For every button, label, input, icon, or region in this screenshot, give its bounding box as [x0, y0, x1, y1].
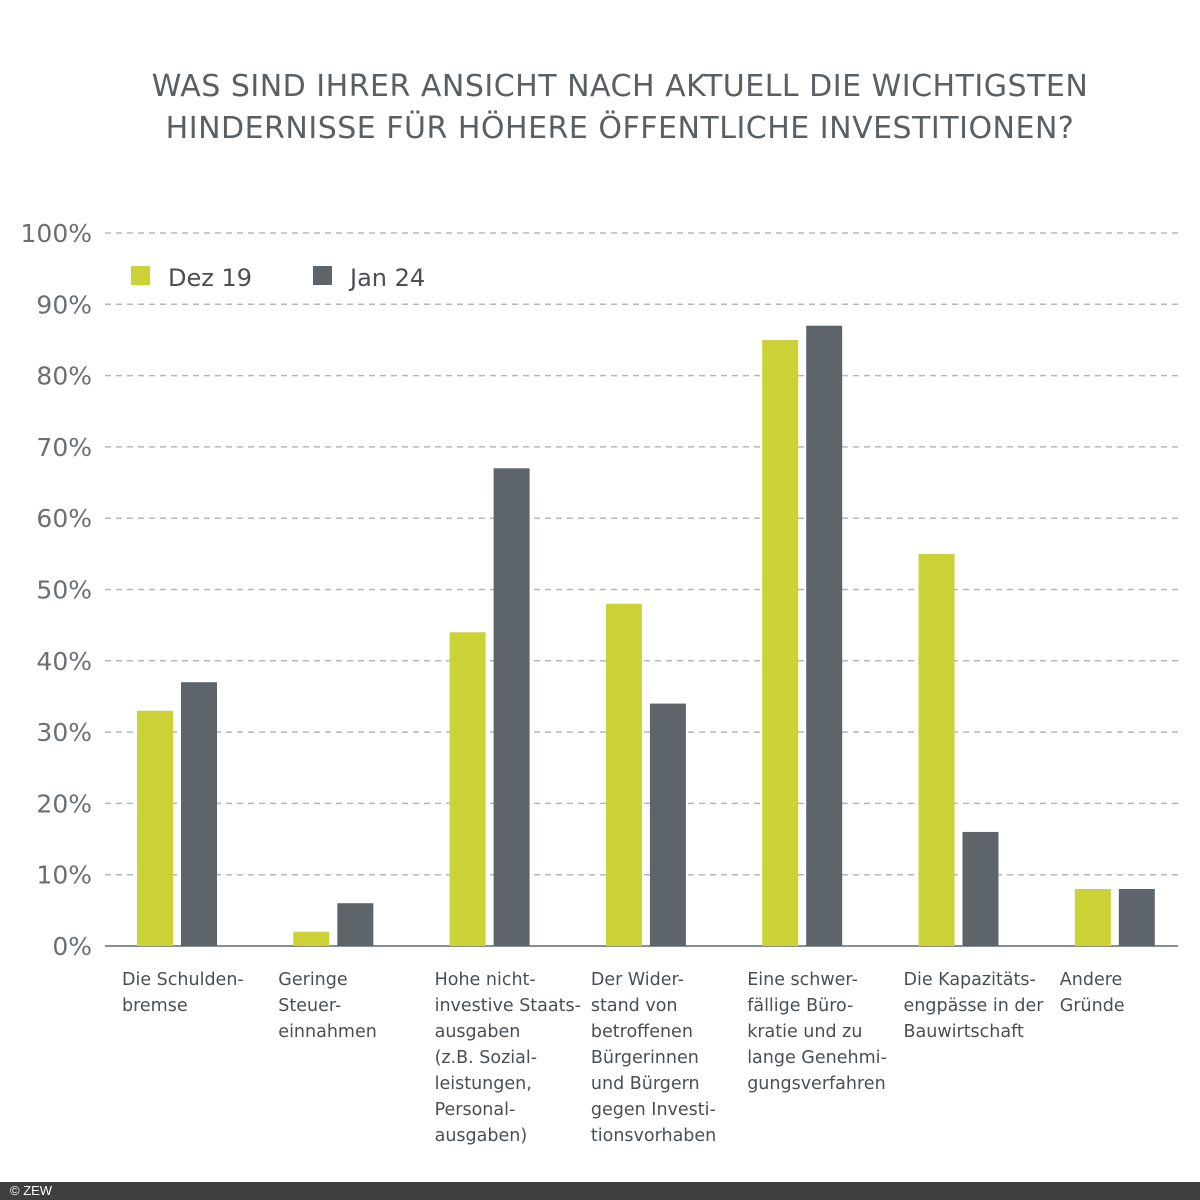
x-category-label: Geringe Steuer- einnahmen: [278, 970, 377, 1042]
bar-jan-24: [337, 903, 374, 946]
y-tick-label: 50%: [36, 576, 92, 605]
y-tick-label: 90%: [36, 290, 92, 319]
legend-swatch: [131, 266, 150, 285]
y-tick-label: 10%: [36, 861, 92, 890]
x-category-label: Hohe nicht- investive Staats- ausgaben (…: [434, 970, 581, 1146]
y-tick-label: 80%: [36, 362, 92, 391]
bar-dez-19: [918, 553, 955, 946]
bar-dez-19: [1074, 888, 1111, 946]
x-category-label: Die Kapazitäts- engpässe in der Bauwirts…: [903, 970, 1044, 1042]
bar-jan-24: [962, 831, 999, 946]
y-tick-label: 100%: [21, 219, 92, 248]
y-tick-label: 70%: [36, 433, 92, 462]
chart-title-line-2: HINDERNISSE FÜR HÖHERE ÖFFENTLICHE INVES…: [165, 111, 1075, 146]
bar-dez-19: [605, 603, 642, 946]
bar-dez-19: [137, 710, 173, 946]
chart-title: WAS SIND IHRER ANSICHT NACH AKTUELL DIE …: [0, 66, 1200, 150]
y-tick-label: 60%: [36, 504, 92, 533]
bar-dez-19: [293, 931, 330, 946]
y-tick-label: 0%: [52, 932, 92, 961]
y-tick-label: 40%: [36, 647, 92, 676]
bar-jan-24: [806, 325, 843, 946]
x-category-label: Der Wider- stand von betroffenen Bürgeri…: [590, 970, 717, 1146]
bar-jan-24: [649, 703, 686, 946]
y-tick-label: 30%: [36, 718, 92, 747]
x-category-label: Eine schwer- fällige Büro- kratie und zu…: [747, 970, 887, 1094]
y-tick-label: 20%: [36, 789, 92, 818]
legend-label: Dez 19: [168, 264, 252, 292]
legend-swatch: [313, 266, 332, 285]
x-category-label: Die Schulden- bremse: [122, 970, 244, 1016]
copyright-footer: © ZEW: [0, 1182, 1200, 1200]
chart-title-line-1: WAS SIND IHRER ANSICHT NACH AKTUELL DIE …: [151, 69, 1089, 104]
legend-label: Jan 24: [348, 264, 425, 292]
bar-jan-24: [181, 682, 217, 946]
bar-jan-24: [1118, 888, 1155, 946]
x-category-label: Andere Gründe: [1059, 970, 1125, 1016]
bar-jan-24: [493, 468, 530, 946]
bar-dez-19: [762, 339, 799, 946]
bar-dez-19: [449, 632, 486, 946]
